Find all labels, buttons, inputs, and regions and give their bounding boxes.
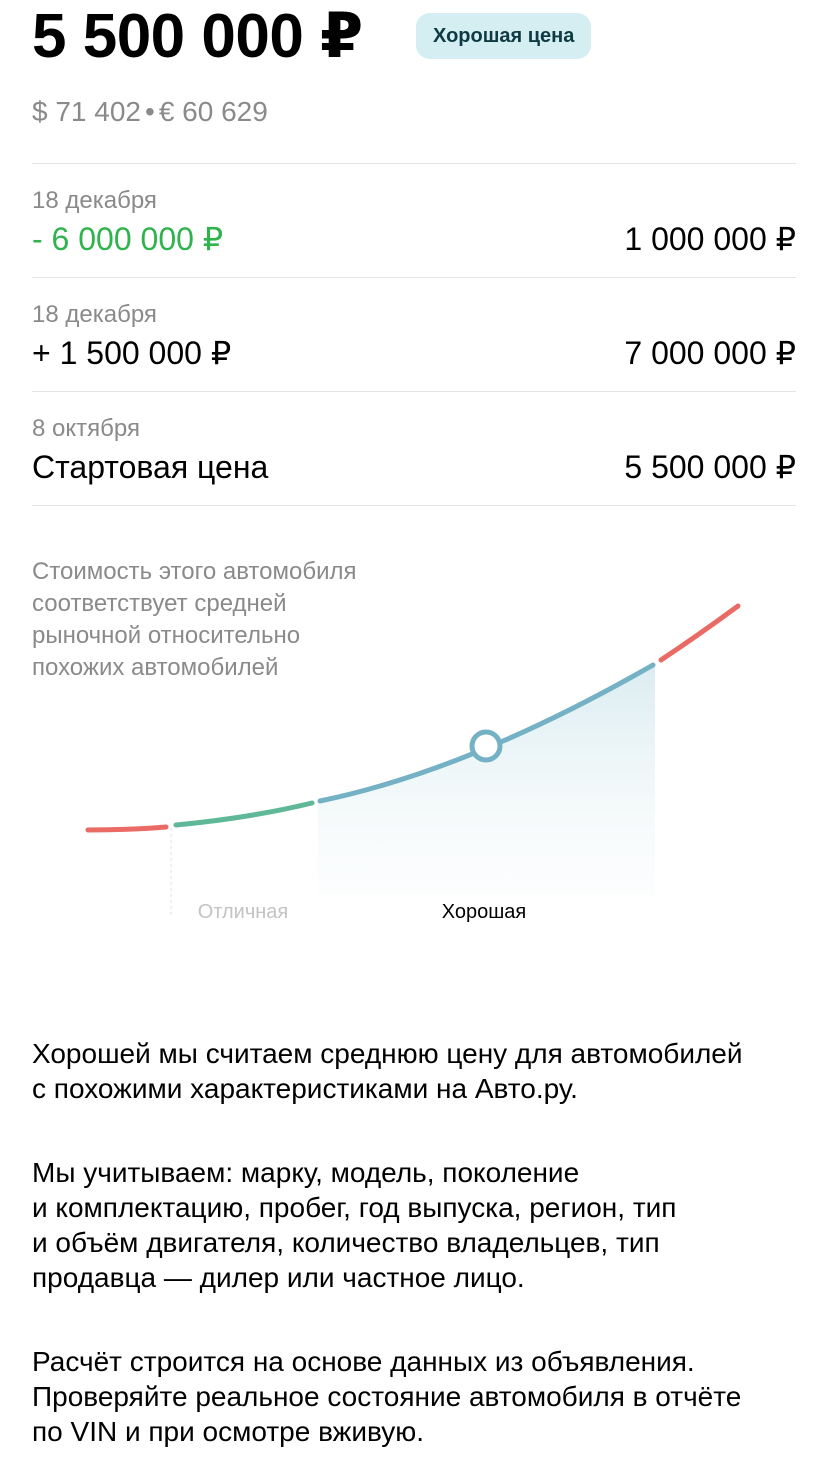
divider <box>32 163 796 164</box>
curve-segment-high-red <box>658 603 741 663</box>
current-price: 5 500 000 ₽ <box>32 2 363 71</box>
info-line: с похожими характеристиками на Авто.ру. <box>32 1073 578 1104</box>
curve-segment-low-red <box>85 824 169 833</box>
history-date: 18 декабря <box>32 301 157 328</box>
curve-segment-excellent <box>173 800 315 828</box>
price-position-marker <box>469 729 503 763</box>
info-line: Хорошей мы считаем среднюю цену для авто… <box>32 1038 743 1069</box>
info-paragraph-disclaimer: Расчёт строится на основе данных из объя… <box>32 1344 802 1449</box>
estimate-description-line: Стоимость этого автомобиля <box>32 558 357 585</box>
divider <box>32 391 796 392</box>
history-start-label: Стартовая цена <box>32 449 269 485</box>
history-change: + 1 500 000 ₽ <box>32 335 232 371</box>
info-line: по VIN и при осмотре вживую. <box>32 1416 425 1447</box>
good-range-fill <box>318 664 655 895</box>
currency-separator: • <box>145 96 155 127</box>
history-date: 8 октября <box>32 415 140 442</box>
price-history-row: 18 декабря - 6 000 000 ₽ 1 000 000 ₽ <box>32 164 796 278</box>
history-date: 18 декабря <box>32 187 157 214</box>
price-history-row: 8 октября Стартовая цена 5 500 000 ₽ <box>32 392 796 506</box>
price-header: 5 500 000 ₽ Хорошая цена <box>32 2 796 72</box>
estimate-description: Стоимость этого автомобиля соответствует… <box>32 556 412 684</box>
info-paragraph-good-price: Хорошей мы считаем среднюю цену для авто… <box>32 1036 802 1106</box>
info-line: Расчёт строится на основе данных из объя… <box>32 1346 695 1377</box>
segment-label-excellent[interactable]: Отличная <box>198 901 289 923</box>
history-price: 7 000 000 ₽ <box>624 335 796 371</box>
estimate-description-line: похожих автомобилей <box>32 654 279 681</box>
divider <box>32 277 796 278</box>
info-line: и комплектацию, пробег, год выпуска, рег… <box>32 1192 677 1223</box>
estimate-description-line: рыночной относительно <box>32 622 301 649</box>
currency-conversion: $ 71 402 • € 60 629 <box>32 94 268 130</box>
info-paragraph-factors: Мы учитываем: марку, модель, поколение и… <box>32 1155 802 1295</box>
curve-segment-good <box>317 662 656 804</box>
info-line: продавца — дилер или частное лицо. <box>32 1262 525 1293</box>
history-price: 1 000 000 ₽ <box>624 221 796 257</box>
estimate-description-line: соответствует средней <box>32 590 287 617</box>
history-price: 5 500 000 ₽ <box>624 449 796 485</box>
info-line: и объём двигателя, количество владельцев… <box>32 1227 660 1258</box>
history-change: - 6 000 000 ₽ <box>32 221 224 257</box>
good-price-badge[interactable]: Хорошая цена <box>416 13 592 59</box>
info-line: Мы учитываем: марку, модель, поколение <box>32 1157 580 1188</box>
info-line: Проверяйте реальное состояние автомобиля… <box>32 1381 742 1412</box>
price-usd: $ 71 402 <box>32 96 141 127</box>
price-eur: € 60 629 <box>158 96 268 127</box>
price-history-row: 18 декабря + 1 500 000 ₽ 7 000 000 ₽ <box>32 278 796 392</box>
divider <box>32 505 796 506</box>
segment-label-good[interactable]: Хорошая <box>442 901 526 923</box>
